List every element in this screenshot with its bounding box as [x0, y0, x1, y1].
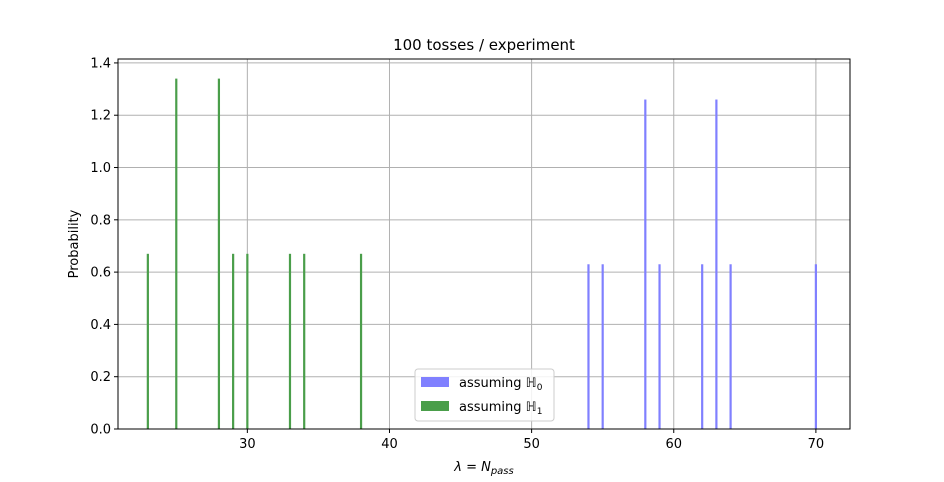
bar-series-1 [246, 253, 249, 429]
bar-series-0 [814, 264, 817, 429]
x-tick-label: 50 [523, 437, 540, 452]
legend-label-h0-main: assuming ℍ [459, 376, 537, 391]
legend-box [414, 368, 555, 422]
x-tick-label: 70 [808, 437, 825, 452]
bar-series-0 [587, 264, 590, 429]
legend-swatch-h0 [421, 377, 449, 387]
bar-series-0 [715, 99, 718, 430]
bar-series-0 [701, 264, 704, 429]
y-tick-label: 0.4 [90, 318, 111, 333]
bars [146, 78, 817, 430]
bar-series-1 [288, 253, 292, 429]
legend-label-h1: assuming ℍ1 [459, 400, 542, 417]
y-tick-label: 0.2 [90, 370, 111, 385]
bar-series-1 [146, 253, 149, 429]
chart-title: 100 tosses / experiment [393, 36, 575, 54]
x-axis-label: λ = Npass [453, 460, 513, 477]
y-tick-label: 1.0 [90, 161, 111, 176]
y-tick-label: 0.0 [90, 423, 111, 438]
legend-label-h1-sub: 1 [537, 407, 543, 417]
plot-frame [117, 58, 851, 430]
bar-series-1 [359, 253, 363, 429]
x-tick-label: 40 [381, 437, 398, 452]
y-tick-label: 1.4 [90, 56, 111, 71]
y-axis-label: Probability [67, 209, 82, 278]
bar-series-1 [217, 78, 221, 430]
bar-series-0 [658, 264, 661, 429]
legend-label-h0: assuming ℍ0 [459, 376, 543, 393]
ticks: 30 40 50 60 70 0.0 0.2 0.4 0.6 0.8 1.0 1.2 1.4 [90, 56, 824, 452]
x-tick-label: 30 [239, 437, 256, 452]
y-tick-label: 1.2 [90, 109, 111, 124]
legend-swatch-h1 [421, 401, 449, 411]
bar-series-0 [729, 264, 732, 429]
bar-series-0 [601, 264, 604, 429]
x-tick-label: 60 [665, 437, 682, 452]
legend-label-h0-sub: 0 [537, 383, 543, 393]
bar-series-1 [232, 253, 235, 429]
x-axis-label-main: λ = N [453, 460, 491, 475]
y-tick-label: 0.8 [90, 213, 111, 228]
legend: assuming ℍ0 assuming ℍ1 [414, 368, 555, 422]
bar-series-1 [303, 253, 306, 429]
bar-series-0 [644, 99, 647, 430]
legend-label-h1-main: assuming ℍ [459, 400, 537, 415]
x-axis-label-sub: pass [490, 466, 514, 477]
y-tick-label: 0.6 [90, 266, 111, 281]
bar-series-1 [175, 78, 178, 430]
